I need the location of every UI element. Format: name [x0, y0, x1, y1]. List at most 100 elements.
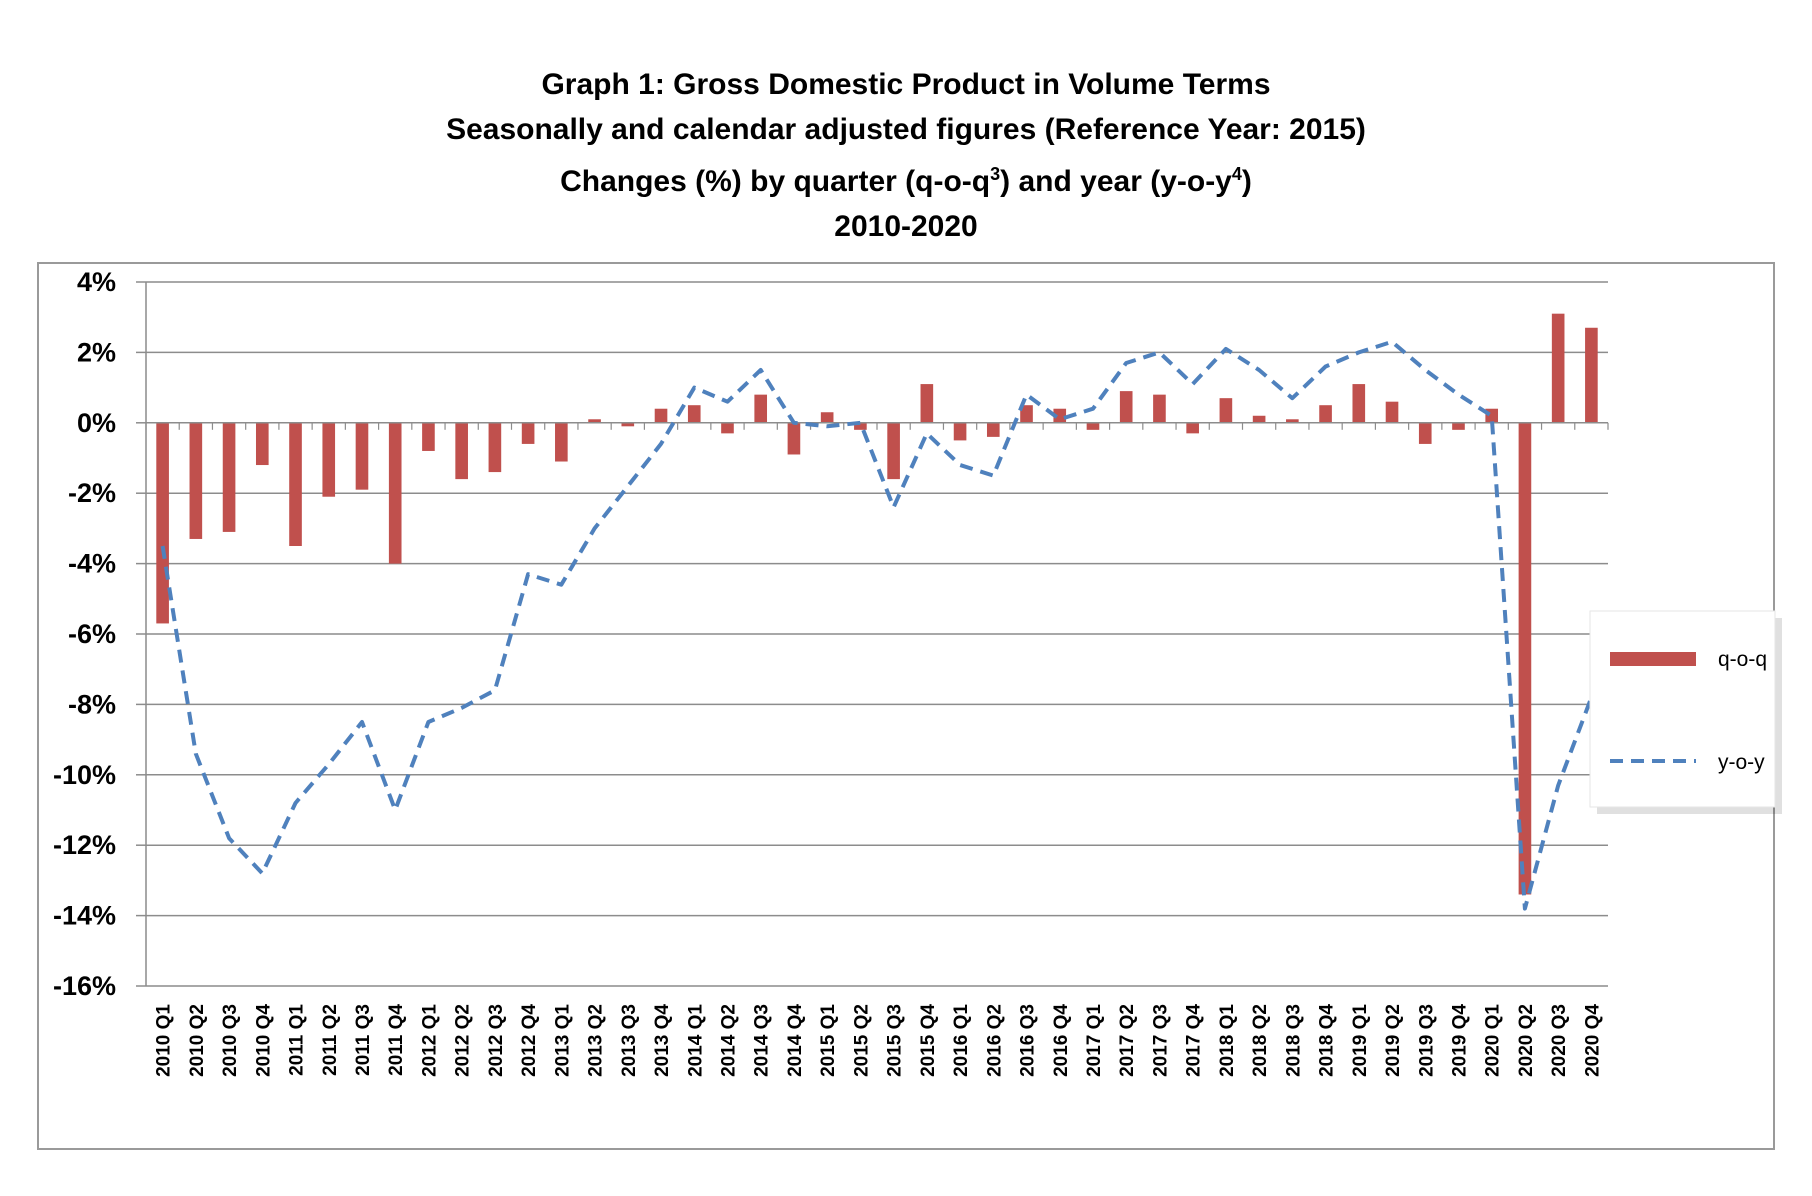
x-tick-label: 2017 Q1	[1084, 1004, 1105, 1077]
bar-qoq	[1352, 384, 1366, 423]
bar-qoq	[820, 412, 834, 423]
x-tick-label: 2020 Q2	[1516, 1004, 1537, 1077]
bar-qoq	[156, 422, 169, 624]
x-tick-label: 2013 Q1	[552, 1004, 573, 1077]
bar-qoq	[953, 422, 967, 441]
x-tick-label: 2016 Q3	[1018, 1004, 1039, 1077]
bar-qoq	[1585, 327, 1598, 423]
x-tick-label: 2010 Q2	[187, 1004, 208, 1077]
bar-qoq	[355, 422, 369, 490]
bar-qoq	[754, 394, 768, 423]
x-tick-label: 2020 Q3	[1549, 1004, 1570, 1077]
x-tick-label: 2015 Q2	[851, 1004, 872, 1077]
x-tick-label: 2012 Q2	[453, 1004, 474, 1077]
x-tick-label: 2017 Q2	[1117, 1004, 1138, 1077]
bar-qoq	[721, 422, 734, 434]
axes	[145, 282, 1609, 986]
x-tick-label: 2015 Q4	[918, 1004, 939, 1077]
x-tick-label: 2020 Q4	[1582, 1004, 1603, 1077]
bar-qoq	[1119, 391, 1133, 423]
bar-qoq	[1385, 401, 1399, 423]
x-tick-label: 2012 Q3	[486, 1004, 507, 1077]
x-tick-label: 2019 Q4	[1449, 1004, 1470, 1077]
legend-label-qoq: q-o-q	[1718, 648, 1767, 671]
x-tick-label: 2015 Q3	[885, 1004, 906, 1077]
bar-qoq	[1252, 415, 1266, 423]
x-tick-label: 2013 Q4	[652, 1004, 673, 1077]
legend: q-o-q y-o-y	[1589, 610, 1782, 814]
y-tick-label: -2%	[68, 478, 116, 508]
chart-title: Graph 1: Gross Domestic Product in Volum…	[541, 68, 1271, 101]
x-tick-label: 2014 Q4	[785, 1004, 806, 1077]
y-tick-label: -16%	[53, 971, 116, 1001]
x-tick-label: 2012 Q1	[419, 1004, 440, 1077]
subtitle-prefix: Changes (%) by quarter (q-o-q	[560, 165, 991, 198]
bar-qoq	[222, 422, 236, 532]
bar-qoq	[1053, 408, 1067, 423]
x-tick-label: 2014 Q1	[685, 1004, 706, 1077]
bar-qoq	[1020, 405, 1033, 423]
x-tick-label: 2010 Q4	[253, 1004, 274, 1077]
bar-qoq	[455, 422, 468, 480]
qoq-bars	[156, 313, 1598, 895]
gridlines	[136, 281, 1608, 987]
y-tick-labels: 4% 2% 0% -2% -4% -6% -8% -10% -12% -14% -16%	[53, 267, 116, 1001]
x-tick-label: 2016 Q4	[1051, 1004, 1072, 1077]
chart-subtitle-changes: Changes (%) by quarter (q-o-q3) and year…	[0, 152, 1812, 204]
line-yoy	[160, 339, 1594, 911]
bar-qoq	[255, 422, 269, 466]
bar-qoq	[986, 422, 1000, 437]
y-tick-label: 4%	[77, 267, 116, 297]
bar-qoq	[521, 422, 535, 444]
bar-qoq	[322, 422, 336, 497]
x-tick-label: 2019 Q2	[1383, 1004, 1404, 1077]
bar-qoq	[1418, 422, 1432, 444]
x-tick-label: 2020 Q1	[1483, 1004, 1504, 1077]
x-tick-label: 2017 Q3	[1150, 1004, 1171, 1077]
bar-qoq	[920, 384, 934, 423]
bar-qoq	[588, 419, 601, 423]
x-tick-label: 2016 Q1	[951, 1004, 972, 1077]
legend-swatch-qoq	[1610, 652, 1696, 666]
x-tick-label: 2019 Q1	[1350, 1004, 1371, 1077]
x-tick-label: 2018 Q2	[1250, 1004, 1271, 1077]
bar-qoq	[787, 422, 801, 455]
legend-label-yoy: y-o-y	[1718, 751, 1765, 774]
bar-qoq	[1319, 405, 1332, 423]
x-tick-label: 2019 Q3	[1416, 1004, 1437, 1077]
legend-box	[1589, 610, 1776, 808]
bar-qoq	[1186, 422, 1199, 434]
bar-qoq	[189, 422, 203, 539]
x-tick-labels: 2010 Q1 2010 Q2 2010 Q3 2010 Q4 2011 Q1 2011 …	[154, 1004, 1604, 1077]
y-tick-label: -12%	[53, 830, 116, 860]
x-tick-label: 2017 Q4	[1184, 1004, 1205, 1077]
bar-qoq	[1518, 422, 1532, 895]
x-tick-label: 2011 Q2	[320, 1004, 341, 1076]
y-tick-label: -4%	[68, 549, 116, 579]
x-tick-label: 2014 Q2	[718, 1004, 739, 1077]
bar-qoq	[388, 422, 402, 564]
yoy-line-layer	[160, 339, 1594, 911]
x-tick-label: 2016 Q2	[984, 1004, 1005, 1077]
bar-qoq	[1452, 422, 1465, 430]
footnote-ref-3: 3	[990, 164, 1001, 184]
y-tick-label: -6%	[68, 619, 116, 649]
y-tick-label: -10%	[53, 760, 116, 790]
x-tick-label: 2010 Q3	[220, 1004, 241, 1077]
bar-qoq	[854, 422, 867, 430]
y-tick-label: -14%	[53, 901, 116, 931]
x-tick-label: 2018 Q4	[1317, 1004, 1338, 1077]
bar-qoq	[1286, 419, 1299, 423]
x-tick-label: 2018 Q3	[1283, 1004, 1304, 1077]
y-tick-label: -8%	[68, 689, 116, 719]
bar-qoq	[422, 422, 435, 451]
chart-title-block: Graph 1: Gross Domestic Product in Volum…	[0, 62, 1812, 249]
x-tick-label: 2013 Q3	[619, 1004, 640, 1077]
chart-period: 2010-2020	[834, 210, 978, 243]
bar-qoq	[1551, 313, 1565, 423]
y-tick-label: 0%	[77, 408, 116, 438]
bar-qoq	[1086, 422, 1100, 430]
x-tick-label: 2011 Q1	[287, 1004, 308, 1076]
x-tick-label: 2011 Q3	[353, 1004, 374, 1076]
